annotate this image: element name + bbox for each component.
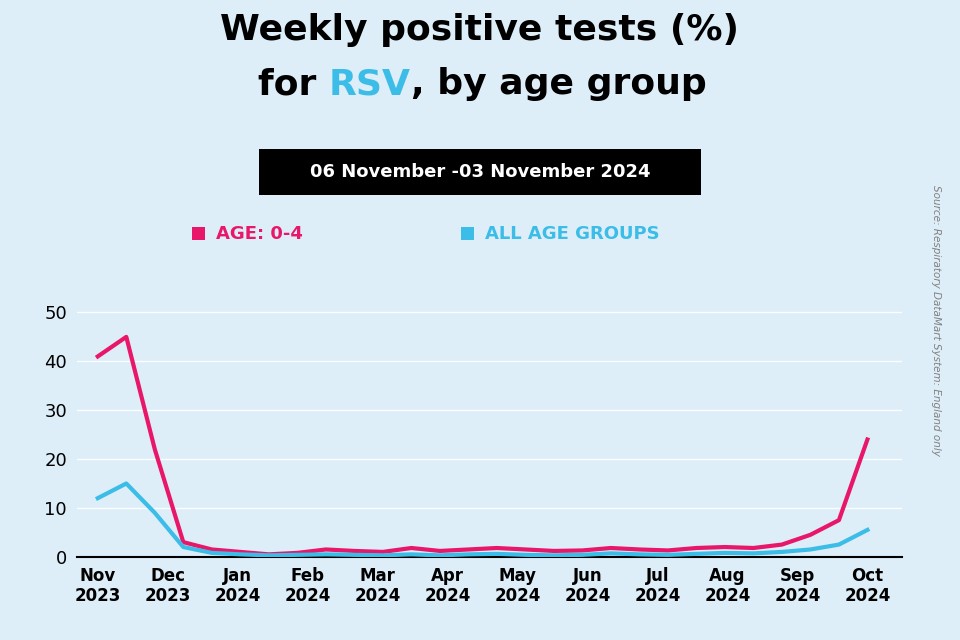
Text: for: for [258, 67, 329, 101]
Text: , by age group: , by age group [411, 67, 707, 101]
Text: Weekly positive tests (%): Weekly positive tests (%) [221, 13, 739, 47]
Text: RSV: RSV [329, 67, 411, 101]
Text: AGE: 0-4: AGE: 0-4 [216, 225, 303, 243]
Text: Source: Respiratory DataMart System: England only: Source: Respiratory DataMart System: Eng… [931, 184, 941, 456]
Text: 06 November -03 November 2024: 06 November -03 November 2024 [310, 163, 650, 181]
Text: for RSV, by age group: for RSV, by age group [258, 67, 702, 101]
Text: ALL AGE GROUPS: ALL AGE GROUPS [485, 225, 660, 243]
FancyBboxPatch shape [259, 149, 701, 195]
